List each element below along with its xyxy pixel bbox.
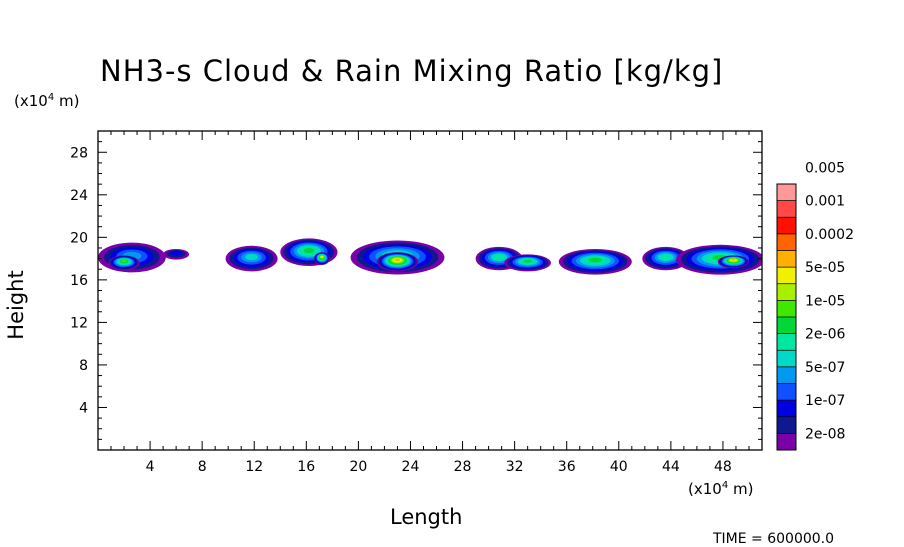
heatmap-layer (98, 238, 762, 275)
cloud-cell-4 (280, 238, 338, 266)
x-tick-label: 40 (610, 459, 628, 475)
x-axis-unit: (x104 m) (688, 480, 754, 498)
colorbar-swatch (777, 317, 796, 335)
cell-contour (523, 259, 532, 263)
x-tick-label: 48 (714, 459, 732, 475)
y-tick-label: 28 (70, 145, 88, 161)
y-tick-label: 4 (79, 400, 88, 416)
cell-contour (494, 254, 504, 260)
y-axis-unit: (x104 m) (14, 92, 80, 110)
time-readout: TIME = 600000.0 (713, 531, 835, 547)
colorbar-label: 2e-06 (805, 327, 845, 343)
cell-contour (660, 254, 671, 260)
colorbar-swatch (777, 383, 796, 401)
x-tick-label: 24 (402, 459, 420, 475)
y-tick-label: 8 (79, 358, 88, 374)
x-tick-label: 4 (146, 459, 155, 475)
cell-contour (588, 257, 603, 263)
cloud-cell-10 (558, 248, 632, 275)
colorbar-swatch (777, 267, 796, 285)
x-tick-label: 8 (198, 459, 207, 475)
colorbar-label: 1e-05 (805, 293, 845, 309)
x-tick-label: 12 (245, 459, 263, 475)
colorbar-swatch (777, 184, 796, 202)
cloud-cell-9 (504, 254, 551, 272)
colorbar-swatch (777, 333, 796, 351)
cell-contour (245, 253, 258, 261)
cloud-cell-7 (376, 252, 419, 272)
colorbar-swatch (777, 400, 796, 418)
colorbar-label: 2e-08 (805, 426, 845, 442)
y-tick-label: 12 (70, 315, 88, 331)
chart-title: NH3-s Cloud & Rain Mixing Ratio [kg/kg] (100, 54, 724, 88)
colorbar-swatch (777, 217, 796, 235)
colorbar-swatch (777, 366, 796, 384)
colorbar-swatch (777, 250, 796, 268)
colorbar-label: 0.001 (805, 194, 845, 210)
cell-contour (303, 247, 315, 254)
cloud-cell-5 (314, 252, 330, 265)
colorbar-label: 5e-07 (805, 360, 845, 376)
colorbar-swatch (777, 300, 796, 318)
colorbar-swatch (777, 416, 796, 434)
x-tick-label: 32 (506, 459, 524, 475)
plot-frame (97, 130, 763, 451)
colorbar-swatch (777, 233, 796, 251)
x-tick-label: 28 (454, 459, 472, 475)
cell-contour (731, 259, 736, 261)
cloud-cell-1 (108, 255, 140, 271)
y-tick-label: 20 (70, 230, 88, 246)
x-tick-label: 20 (349, 459, 367, 475)
colorbar-label: 0.0002 (805, 227, 854, 243)
x-axis-label: Length (390, 505, 463, 529)
cloud-cell-2 (163, 249, 190, 260)
cell-contour (394, 258, 401, 262)
colorbar: 2e-08 1e-07 5e-07 2e-06 1e-05 5e-05 0.0002 0.00… (776, 160, 854, 451)
cloud-cell-11 (642, 246, 690, 271)
x-tick-label: 16 (297, 459, 315, 475)
cloud-cell-3 (225, 245, 278, 272)
x-tick-label: 44 (662, 459, 680, 475)
cell-contour (170, 250, 182, 256)
y-tick-label: 24 (70, 188, 88, 204)
cell-contour (121, 259, 127, 263)
colorbar-label: 1e-07 (805, 393, 845, 409)
colorbar-swatch (777, 350, 796, 368)
colorbar-swatch (777, 283, 796, 301)
x-tick-label: 36 (558, 459, 576, 475)
colorbar-swatch (777, 433, 796, 451)
cell-contour (320, 255, 323, 258)
colorbar-label: 0.005 (805, 160, 845, 176)
colorbar-swatch (777, 200, 796, 218)
cloud-cell-13 (717, 255, 750, 269)
y-tick-label: 16 (70, 273, 88, 289)
colorbar-label: 5e-05 (805, 260, 845, 276)
